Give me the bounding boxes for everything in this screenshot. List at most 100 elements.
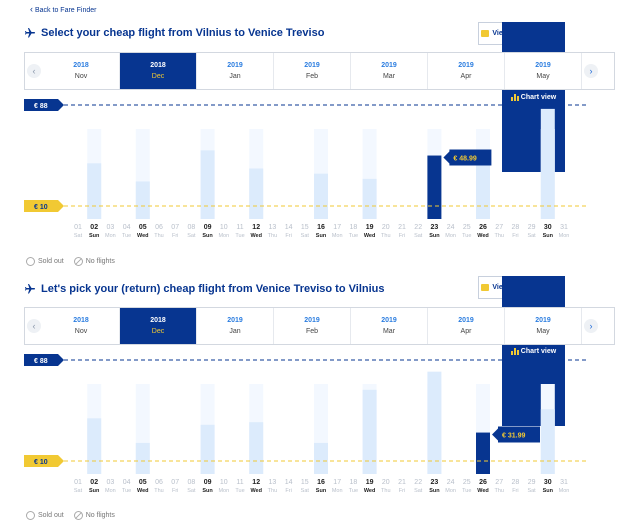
day-number: 26 (479, 479, 487, 486)
legend: Sold out No flights (26, 257, 115, 266)
weekday-label: Sun (543, 488, 554, 494)
sold-out-icon (26, 257, 35, 266)
month-selector: ‹ 2018 Nov 2018 Dec 2019 Jan 2019 Feb 2019 Ma… (24, 307, 615, 345)
weekday-label: Mon (218, 488, 229, 494)
return-fare-chart: € 88 € 10 € 31.99 01 Sat 02 Sun 03 Mon 04 Tue 05 Wed… (24, 350, 615, 500)
month-tab-selected[interactable]: 2018 Dec (120, 53, 197, 89)
weekday-label: Sat (414, 488, 423, 494)
prev-month-arrow[interactable]: ‹ (25, 308, 43, 344)
day-number: 01 (74, 224, 82, 231)
day-number: 07 (171, 479, 179, 486)
weekday-label: Fri (399, 233, 405, 239)
month-tab[interactable]: 2018 Nov (43, 308, 120, 344)
weekday-label: Thu (154, 488, 163, 494)
fare-bar[interactable] (249, 422, 264, 474)
plane-icon (25, 284, 35, 294)
month-tab[interactable]: 2019 Mar (351, 308, 428, 344)
chart-view-button[interactable]: Chart view (502, 22, 565, 172)
fare-bar[interactable] (200, 424, 215, 474)
weekday-label: Fri (285, 233, 291, 239)
view-toggle: Chart view View by month (478, 276, 565, 426)
weekday-label: Wed (250, 488, 262, 494)
day-number: 30 (544, 479, 552, 486)
prev-month-arrow[interactable]: ‹ (25, 53, 43, 89)
fare-bar[interactable] (476, 150, 490, 219)
weekday-label: Fri (399, 488, 405, 494)
weekday-label: Fri (512, 233, 518, 239)
weekday-label: Sun (429, 233, 440, 239)
fare-bar[interactable] (87, 418, 102, 474)
weekday-label: Sat (187, 233, 196, 239)
day-number: 04 (123, 224, 131, 231)
day-number: 19 (366, 479, 374, 486)
month-tab[interactable]: 2019 May (505, 53, 582, 89)
day-number: 24 (447, 479, 455, 486)
fare-bar[interactable] (540, 108, 555, 219)
bar-chart-icon (510, 93, 519, 101)
day-number: 17 (333, 479, 341, 486)
day-number: 13 (269, 479, 277, 486)
fare-bar[interactable] (87, 163, 102, 219)
no-flights-icon (73, 257, 83, 266)
weekday-label: Sat (301, 488, 310, 494)
fare-bar[interactable] (314, 173, 328, 219)
fare-bar[interactable] (540, 409, 555, 474)
weekday-label: Tue (235, 488, 244, 494)
day-number: 08 (188, 224, 196, 231)
day-number: 14 (285, 224, 293, 231)
price-tooltip: € 48.99 (443, 149, 492, 166)
day-number: 26 (479, 224, 487, 231)
day-number: 01 (74, 479, 82, 486)
price-tooltip-label: € 31.99 (502, 433, 525, 440)
month-tab[interactable]: 2019 May (505, 308, 582, 344)
fare-bar[interactable] (249, 168, 264, 219)
next-month-arrow[interactable]: › (582, 308, 600, 344)
day-number: 14 (285, 479, 293, 486)
no-flights-icon (73, 511, 83, 520)
month-tab[interactable]: 2018 Nov (43, 53, 120, 89)
fare-bar[interactable] (135, 181, 150, 219)
day-number: 25 (463, 479, 471, 486)
month-tab[interactable]: 2019 Apr (428, 308, 505, 344)
max-price-label: € 88 (34, 358, 48, 365)
weekday-label: Thu (268, 488, 277, 494)
weekday-label: Wed (477, 233, 489, 239)
month-tab[interactable]: 2019 Jan (197, 308, 274, 344)
weekday-label: Wed (477, 488, 489, 494)
fare-bar[interactable] (314, 442, 328, 474)
day-number: 06 (155, 224, 163, 231)
day-number: 17 (333, 224, 341, 231)
day-number: 16 (317, 479, 325, 486)
day-number: 09 (204, 224, 212, 231)
fare-bar[interactable] (362, 178, 377, 219)
weekday-label: Sun (316, 488, 327, 494)
day-number: 06 (155, 479, 163, 486)
month-tab[interactable]: 2019 Feb (274, 308, 351, 344)
fare-bar-selected[interactable] (427, 155, 442, 219)
fare-bar[interactable] (427, 371, 442, 474)
month-tab-selected[interactable]: 2018 Dec (120, 308, 197, 344)
day-number: 12 (252, 224, 260, 231)
fare-bar[interactable] (200, 150, 215, 219)
day-number: 18 (350, 479, 358, 486)
back-to-fare-finder-link[interactable]: ‹ Back to Fare Finder (30, 4, 97, 14)
day-number: 05 (139, 479, 147, 486)
month-tab[interactable]: 2019 Apr (428, 53, 505, 89)
outbound-fare-chart: € 88 € 10 € 48.99 01 Sat 02 Sun 03 Mon 04 Tue 05 Wed… (24, 95, 615, 245)
weekday-label: Mon (332, 233, 343, 239)
fare-bar[interactable] (362, 389, 377, 474)
weekday-label: Mon (105, 488, 116, 494)
weekday-label: Mon (332, 488, 343, 494)
chevron-left-icon: ‹ (27, 64, 41, 78)
day-number: 30 (544, 224, 552, 231)
month-tab[interactable]: 2019 Mar (351, 53, 428, 89)
fare-bar[interactable] (135, 442, 150, 474)
month-tab[interactable]: 2019 Feb (274, 53, 351, 89)
weekday-label: Thu (381, 233, 390, 239)
next-month-arrow[interactable]: › (582, 53, 600, 89)
fare-bar-selected[interactable] (476, 432, 490, 474)
plane-icon (25, 28, 35, 38)
weekday-label: Sat (74, 233, 83, 239)
day-number: 15 (301, 224, 309, 231)
month-tab[interactable]: 2019 Jan (197, 53, 274, 89)
